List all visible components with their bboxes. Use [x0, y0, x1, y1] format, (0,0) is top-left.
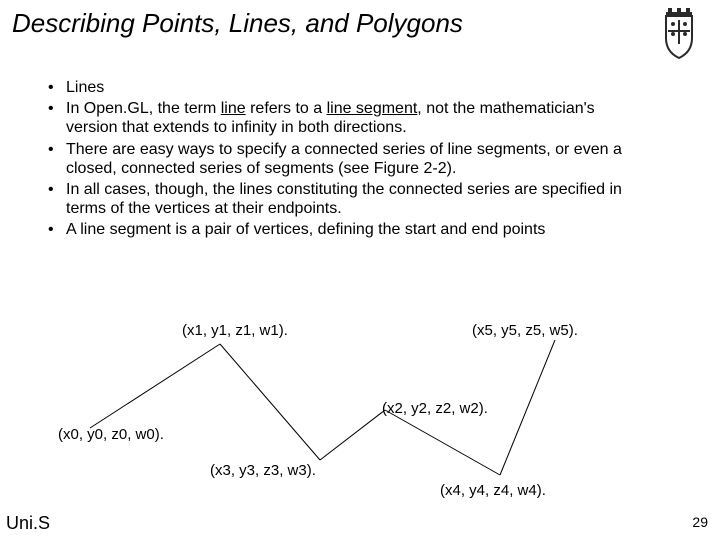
page-title: Describing Points, Lines, and Polygons: [0, 0, 720, 39]
footer-left: Uni.S: [6, 513, 50, 534]
list-item: In Open.GL, the term line refers to a li…: [48, 99, 648, 137]
bullet-text: In all cases, though, the lines constitu…: [66, 181, 622, 217]
list-item: A line segment is a pair of vertices, de…: [48, 220, 648, 239]
line-segment: [385, 410, 500, 475]
coord-label: (x2, y2, z2, w2).: [382, 400, 488, 417]
list-item: In all cases, though, the lines constitu…: [48, 180, 648, 218]
bullet-text: Lines: [66, 79, 104, 96]
line-segment: [90, 344, 220, 428]
slide-number: 29: [692, 514, 708, 530]
list-item: There are easy ways to specify a connect…: [48, 140, 648, 178]
coord-label: (x3, y3, z3, w3).: [210, 462, 316, 479]
bullet-list: Lines In Open.GL, the term line refers t…: [48, 78, 648, 242]
bullet-text: In Open.GL, the term line refers to a li…: [66, 100, 595, 136]
line-segment: [220, 344, 320, 460]
coord-label: (x1, y1, z1, w1).: [182, 322, 288, 339]
line-diagram: (x1, y1, z1, w1). (x5, y5, z5, w5). (x2, y…: [0, 320, 720, 500]
line-segment: [320, 410, 385, 460]
diagram-svg: [0, 320, 720, 500]
coord-label: (x4, y4, z4, w4).: [440, 482, 546, 499]
bullet-text: There are easy ways to specify a connect…: [66, 141, 622, 177]
coord-label: (x0, y0, z0, w0).: [58, 426, 164, 443]
list-item: Lines: [48, 78, 648, 97]
bullet-text: A line segment is a pair of vertices, de…: [66, 221, 545, 238]
crest-logo: [656, 6, 702, 67]
coord-label: (x5, y5, z5, w5).: [472, 322, 578, 339]
line-segment: [500, 340, 555, 475]
